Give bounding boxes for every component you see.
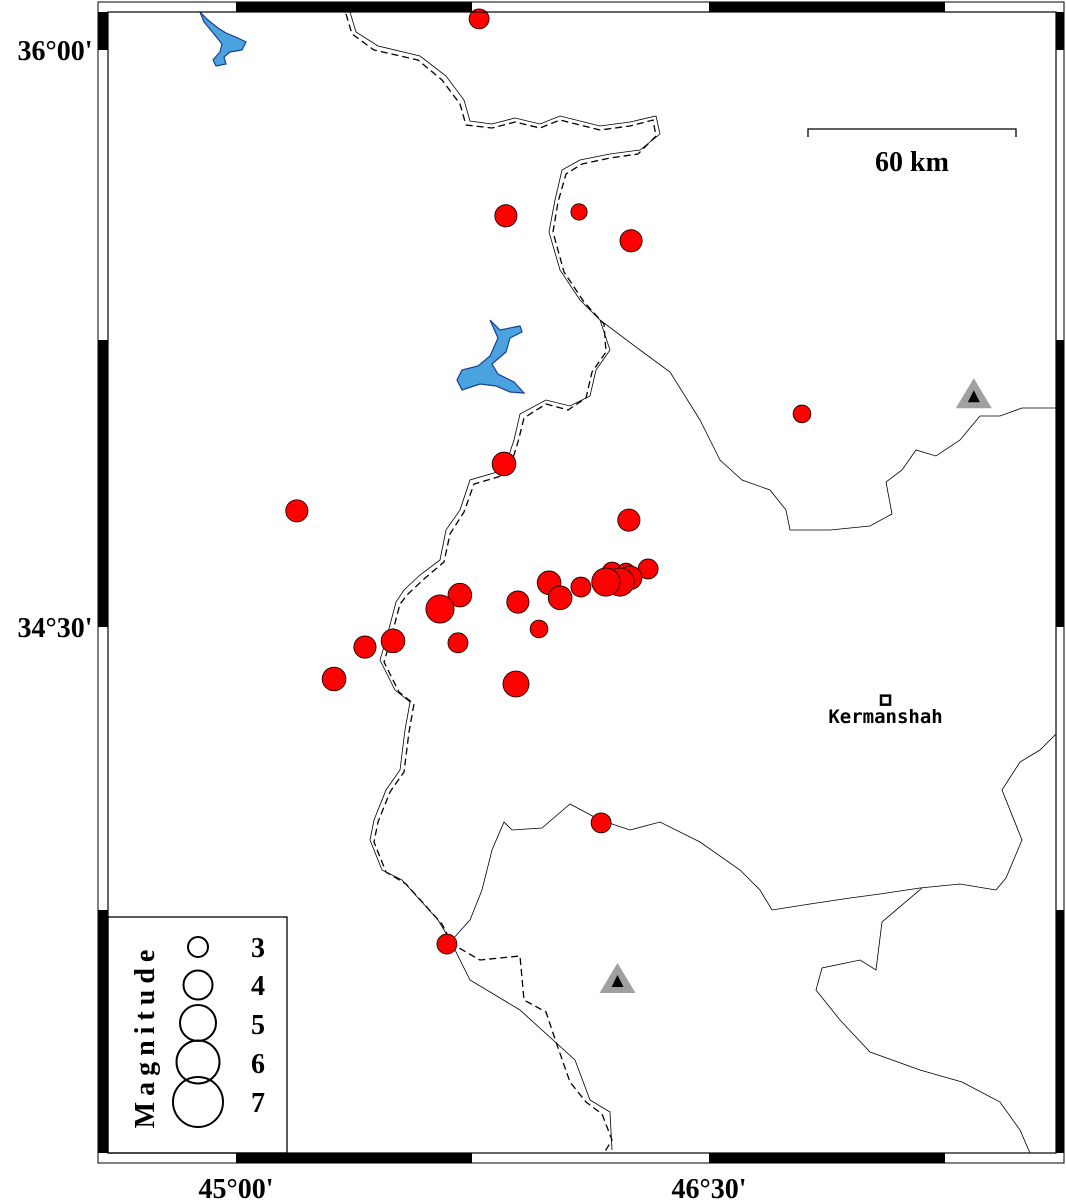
legend-circle-6: [175, 1039, 221, 1085]
lat-label-34-30: 34°30': [18, 613, 93, 644]
scale-bar: 60 km: [807, 128, 1017, 178]
city-marker-icon: [879, 694, 892, 706]
magnitude-legend: Magnitude 3 4 5 6 7: [107, 916, 288, 1154]
lon-label-46-30: 46°30': [672, 1174, 747, 1203]
station-triangle-icon-1: [955, 378, 992, 409]
earthquake-event-27: [590, 812, 612, 834]
earthquake-event-22: [447, 632, 469, 654]
scale-bar-label: 60 km: [875, 147, 949, 178]
stations: [599, 378, 992, 993]
earthquake-event-11: [506, 590, 530, 614]
legend-circle-3: [187, 936, 209, 958]
map-frame: [97, 1, 1065, 1164]
earthquake-event-4: [619, 229, 643, 253]
earthquake-event-1: [468, 8, 490, 30]
legend-label-5: 5: [251, 1010, 265, 1041]
earthquake-event-20: [591, 567, 621, 597]
earthquake-event-24: [353, 635, 377, 659]
legend-label-3: 3: [251, 933, 265, 964]
earthquake-event-7: [285, 499, 309, 523]
earthquake-event-10: [425, 594, 455, 624]
earthquake-event-8: [617, 508, 641, 532]
earthquake-event-21: [529, 619, 549, 639]
province-borders: [451, 319, 1057, 1154]
earthquake-event-28: [436, 933, 458, 955]
earthquake-event-6: [491, 451, 517, 477]
earthquake-event-13: [547, 585, 573, 611]
lon-label-45-00: 45°00': [199, 1174, 274, 1203]
legend-label-4: 4: [251, 971, 265, 1002]
legend-label-7: 7: [251, 1088, 265, 1119]
legend-label-6: 6: [251, 1049, 265, 1080]
earthquake-event-9: [447, 582, 473, 608]
earthquake-event-3: [570, 203, 588, 221]
legend-circle-4: [182, 969, 214, 1001]
lake-dukan: [199, 11, 247, 67]
lat-label-36-00: 36°00': [18, 36, 93, 67]
earthquake-event-26: [502, 670, 530, 698]
lake-darbandikhan: [456, 319, 526, 394]
earthquake-event-14: [570, 576, 592, 598]
legend-title: Magnitude: [130, 944, 161, 1129]
earthquake-event-2: [494, 204, 518, 228]
earthquake-events: [285, 8, 812, 955]
city-label: Kermanshah: [828, 706, 942, 728]
earthquake-event-23: [380, 628, 406, 654]
legend-circle-7: [172, 1076, 224, 1128]
earthquake-event-25: [321, 666, 347, 692]
station-triangle-icon-2: [599, 962, 636, 993]
earthquake-event-5: [792, 404, 812, 424]
